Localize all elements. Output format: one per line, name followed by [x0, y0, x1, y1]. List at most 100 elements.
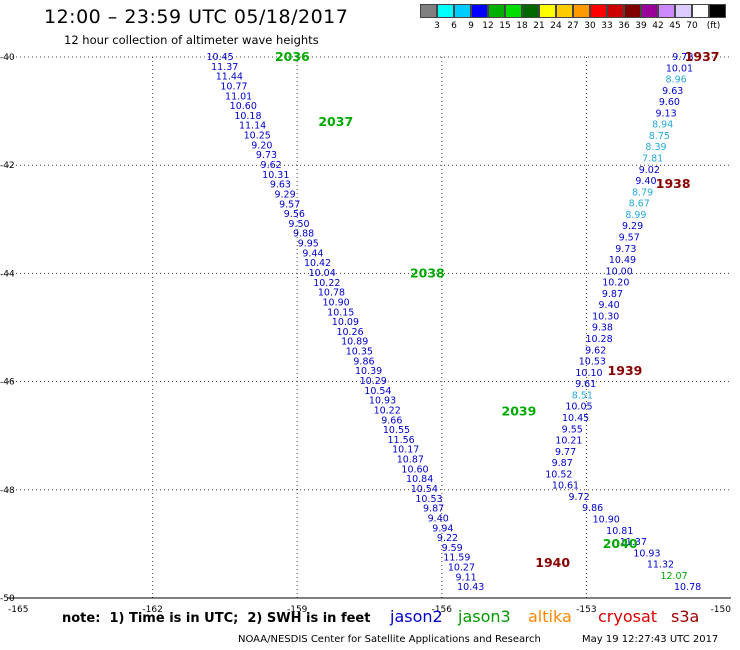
colorbar-swatch [556, 4, 573, 18]
colorbar-label: 39 [635, 21, 647, 31]
wave-height-label: 8.96 [666, 75, 687, 86]
colorbar-swatch [641, 4, 658, 18]
wave-height-label: 10.78 [318, 288, 345, 299]
wave-height-label: 10.54 [364, 386, 391, 397]
wave-height-label: 10.17 [392, 445, 419, 456]
wave-height-label: 9.40 [599, 300, 620, 311]
x-tick-label: -165 [8, 605, 28, 615]
wave-height-label: 10.55 [383, 425, 410, 436]
wave-height-label: 11.37 [211, 62, 238, 73]
colorbar-swatch [709, 4, 726, 18]
wave-height-label: 10.90 [323, 297, 350, 308]
wave-height-label: 9.87 [602, 289, 623, 300]
colorbar-label: 27 [567, 21, 579, 31]
wave-height-label: 9.73 [256, 150, 277, 161]
wave-height-label: 9.40 [635, 176, 656, 187]
time-label: 2040 [603, 536, 638, 551]
wave-height-label: 9.55 [562, 424, 583, 435]
legend-note: note: 1) Time is in UTC; 2) SWH is in fe… [62, 611, 371, 626]
colorbar-swatch [675, 4, 692, 18]
wave-height-label: 10.53 [579, 357, 606, 368]
wave-height-label: 10.89 [341, 337, 368, 348]
wave-height-label: 10.61 [552, 481, 579, 492]
wave-height-label: 9.11 [456, 572, 477, 583]
colorbar-swatch [454, 4, 471, 18]
wave-height-label: 8.67 [629, 199, 650, 210]
time-label: 2038 [410, 265, 445, 280]
wave-height-label: 11.37 [620, 537, 647, 548]
wave-height-label: 9.29 [274, 189, 295, 200]
wave-height-label: 9.56 [284, 209, 305, 220]
colorbar-label: 15 [499, 21, 511, 31]
colorbar-label: 33 [601, 21, 613, 31]
wave-height-label: 9.77 [555, 447, 576, 458]
legend-s3a: s3a [671, 607, 700, 626]
wave-height-label: 11.44 [216, 72, 243, 83]
colorbar-label: 30 [584, 21, 596, 31]
wave-height-label: 9.20 [251, 140, 272, 151]
x-tick-label: -159 [287, 605, 308, 615]
wave-height-label: 8.39 [645, 142, 666, 153]
colorbar-label: 70 [686, 21, 698, 31]
wave-height-label: 9.63 [662, 86, 683, 97]
colorbar-label: 6 [451, 21, 457, 31]
colorbar-unit: (ft) [706, 21, 721, 31]
wave-height-label: 10.22 [313, 278, 340, 289]
wave-height-label: 10.15 [327, 307, 354, 318]
wave-height-label: 9.29 [622, 221, 643, 232]
colorbar-swatch [505, 4, 522, 18]
wave-height-label: 10.31 [262, 170, 289, 181]
y-tick-label: -44 [0, 269, 15, 279]
wave-height-label: 10.05 [565, 402, 592, 413]
colorbar-label: 42 [652, 21, 664, 31]
y-tick-label: -40 [0, 53, 15, 63]
wave-height-label: 10.93 [369, 396, 396, 407]
wave-height-label: 8.75 [649, 131, 670, 142]
wave-height-label: 10.18 [234, 111, 261, 122]
time-label: 2037 [318, 114, 353, 129]
wave-height-label: 10.60 [401, 464, 428, 475]
wave-height-label: 11.01 [225, 91, 252, 102]
wave-height-label: 9.50 [288, 219, 309, 230]
wave-height-label: 9.13 [655, 108, 676, 119]
wave-height-label: 10.52 [545, 469, 572, 480]
wave-height-label: 11.32 [647, 560, 674, 571]
wave-height-label: 10.84 [406, 474, 433, 485]
wave-height-label: 10.01 [666, 63, 693, 74]
colorbar-swatch [590, 4, 607, 18]
wave-height-label: 9.57 [619, 232, 640, 243]
colorbar-label: 9 [468, 21, 474, 31]
wave-height-label: 9.87 [552, 458, 573, 469]
wave-height-label: 10.81 [606, 526, 633, 537]
wave-height-label: 9.87 [423, 504, 444, 515]
colorbar-swatch [624, 4, 641, 18]
wave-height-label: 12.07 [660, 571, 687, 582]
colorbar-label: 12 [482, 21, 494, 31]
time-label: 1940 [535, 555, 570, 570]
y-tick-label: -46 [0, 378, 15, 388]
wave-height-label: 10.60 [230, 101, 257, 112]
time-label: 1939 [608, 363, 643, 378]
time-label: 2039 [502, 403, 537, 418]
wave-height-label: 9.95 [298, 239, 319, 250]
wave-height-label: 10.04 [309, 268, 336, 279]
colorbar-swatch [522, 4, 539, 18]
colorbar-swatch [488, 4, 505, 18]
wave-height-label: 9.73 [615, 244, 636, 255]
wave-height-label: 8.99 [625, 210, 646, 221]
colorbar-label: 21 [533, 21, 545, 31]
y-tick-label: -50 [0, 594, 15, 604]
wave-height-label: 10.09 [332, 317, 359, 328]
colorbar-swatch [437, 4, 454, 18]
wave-height-label: 9.78 [672, 52, 693, 63]
wave-height-label: 10.49 [609, 255, 636, 266]
wave-height-label: 8.79 [632, 187, 653, 198]
x-tick-label: -153 [576, 605, 596, 615]
colorbar-swatch [658, 4, 675, 18]
wave-height-label: 10.77 [220, 81, 247, 92]
time-label: 1937 [685, 49, 720, 64]
wave-height-label: 7.81 [642, 154, 663, 165]
wave-height-label: 9.72 [568, 492, 589, 503]
wave-height-label: 9.40 [428, 513, 449, 524]
